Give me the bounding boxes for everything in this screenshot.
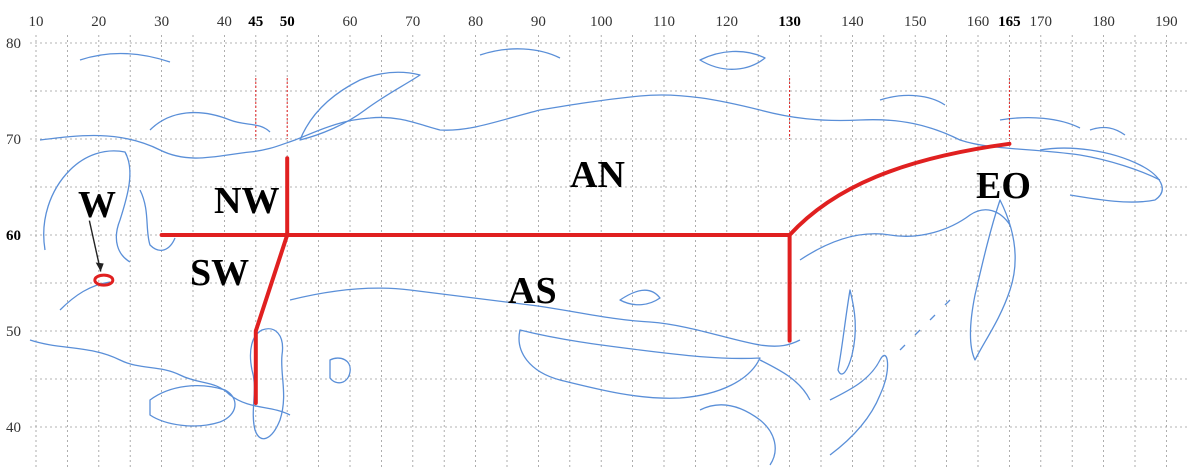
coastlines: [29, 48, 1163, 466]
mongolia-border: [518, 329, 761, 399]
meridian-markers: [255, 78, 1010, 139]
latitude-label: 60: [6, 228, 21, 244]
korea-china-coast: [699, 359, 811, 466]
caspian-sea-coast: [249, 328, 285, 440]
longitude-label: 80: [468, 14, 483, 30]
aral-sea-coast: [329, 357, 351, 384]
chukotka-coast: [1039, 147, 1163, 203]
region-boundaries: [88, 141, 1012, 405]
longitude-label: 165: [998, 14, 1021, 30]
longitude-label: 10: [29, 14, 44, 30]
longitude-label: 190: [1155, 14, 1178, 30]
region-label-eo: EO: [976, 165, 1031, 207]
scandinavia-coast: [43, 150, 131, 311]
longitude-label: 50: [280, 14, 295, 30]
boundary-eo: [787, 141, 1012, 237]
severnaya-zemlya-coast: [699, 50, 766, 70]
kuril-islands: [899, 299, 951, 351]
region-label-sw: SW: [190, 252, 249, 294]
longitude-label: 150: [904, 14, 927, 30]
kola-peninsula-coast: [149, 111, 271, 133]
region-labels: W NW SW AN AS EO: [78, 154, 1031, 312]
longitude-label: 40: [217, 14, 232, 30]
japan-coast: [829, 354, 889, 456]
latitude-labels: 80 70 60 50 40: [6, 36, 21, 436]
longitude-label: 70: [405, 14, 420, 30]
black-sea-coast: [149, 385, 236, 427]
latitude-label: 70: [6, 132, 21, 148]
sakhalin-coast: [837, 289, 856, 375]
arctic-islands-coast: [79, 48, 1126, 136]
region-label-an: AN: [570, 154, 625, 196]
baikal-coast: [619, 289, 661, 306]
longitude-label: 60: [343, 14, 358, 30]
latitude-label: 40: [6, 420, 21, 436]
european-coast: [29, 339, 291, 416]
w-pointer-arrowhead: [95, 262, 104, 272]
longitude-label: 180: [1092, 14, 1115, 30]
baltic-coast: [139, 189, 176, 251]
boundary-sw-east: [253, 233, 290, 405]
w-location-marker: [93, 273, 115, 287]
novaya-zemlya-coast: [299, 71, 421, 141]
latitude-label: 50: [6, 324, 21, 340]
longitude-label: 90: [531, 14, 546, 30]
latitude-label: 80: [6, 36, 21, 52]
longitude-label: 45: [248, 14, 263, 30]
region-label-nw: NW: [214, 180, 279, 222]
region-label-as: AS: [508, 270, 557, 312]
longitude-label: 30: [154, 14, 169, 30]
kamchatka-coast: [969, 199, 1016, 361]
central-asia-border: [289, 287, 801, 347]
longitude-label: 20: [91, 14, 106, 30]
longitude-label: 160: [967, 14, 990, 30]
arctic-coastline: [39, 94, 1161, 181]
longitude-label: 100: [590, 14, 613, 30]
longitude-label: 120: [716, 14, 739, 30]
region-label-w: W: [78, 184, 116, 226]
longitude-label: 130: [778, 14, 801, 30]
longitude-label: 140: [841, 14, 864, 30]
okhotsk-coast: [799, 209, 1011, 261]
longitude-label: 110: [653, 14, 675, 30]
longitude-labels: 10 20 30 40 45 50 60 70 80 90 100 110 120 130 140 150 16…: [29, 14, 1178, 30]
longitude-label: 170: [1030, 14, 1053, 30]
